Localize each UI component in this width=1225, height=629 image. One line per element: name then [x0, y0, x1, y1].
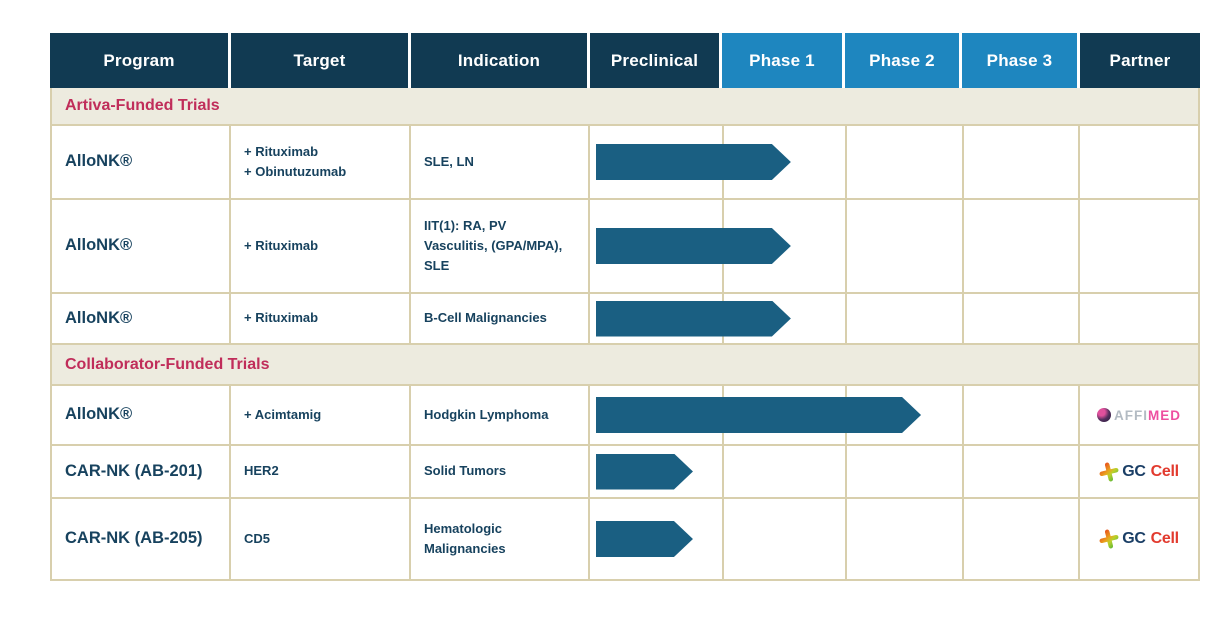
gc-cell-logo: GC Cell [1099, 462, 1179, 482]
program-cell: AlloNK® [52, 200, 231, 292]
table-row: CAR-NK (AB-201) HER2 Solid Tumors GC [52, 446, 1198, 499]
program-cell: CAR-NK (AB-201) [52, 446, 231, 497]
column-header-phase-1: Phase 1 [722, 33, 845, 88]
program-cell: CAR-NK (AB-205) [52, 499, 231, 579]
affimed-logo-text: AFFI [1114, 407, 1148, 423]
column-header-indication: Indication [411, 33, 590, 88]
progress-arrow [596, 144, 791, 180]
gc-logo-text: Cell [1150, 462, 1179, 480]
column-header-phase-2: Phase 2 [845, 33, 962, 88]
section-header-collaborator-funded: Collaborator-Funded Trials [52, 345, 1198, 386]
column-header-preclinical: Preclinical [590, 33, 722, 88]
progress-arrow [596, 301, 791, 337]
phase-timeline [590, 200, 1080, 292]
program-cell: AlloNK® [52, 294, 231, 343]
target-cell: + Acimtamig [231, 386, 411, 444]
partner-cell [1080, 126, 1198, 198]
table-body: Artiva-Funded Trials AlloNK® + Rituximab… [50, 88, 1200, 581]
indication-cell: Hodgkin Lymphoma [411, 386, 590, 444]
phase-timeline [590, 294, 1080, 343]
target-cell: CD5 [231, 499, 411, 579]
partner-cell [1080, 200, 1198, 292]
table-row: CAR-NK (AB-205) CD5 Hematologic Malignan… [52, 499, 1198, 579]
pipeline-table: Program Target Indication Preclinical Ph… [50, 33, 1200, 581]
table-header: Program Target Indication Preclinical Ph… [50, 33, 1200, 88]
table-row: AlloNK® + Acimtamig Hodgkin Lymphoma AFF… [52, 386, 1198, 446]
indication-cell: Hematologic Malignancies [411, 499, 590, 579]
indication-cell: IIT(1): RA, PV Vasculitis, (GPA/MPA), SL… [411, 200, 590, 292]
target-cell: + Rituximab [231, 294, 411, 343]
program-cell: AlloNK® [52, 386, 231, 444]
indication-cell: SLE, LN [411, 126, 590, 198]
column-header-program: Program [50, 33, 231, 88]
progress-arrow [596, 454, 693, 490]
phase-timeline [590, 446, 1080, 497]
target-cell: HER2 [231, 446, 411, 497]
gc-logo-text: GC [1122, 530, 1146, 547]
gc-cell-logo: GC Cell [1099, 529, 1179, 549]
target-cell: + Rituximab [231, 200, 411, 292]
progress-arrow [596, 521, 693, 557]
table-row: AlloNK® + Rituximab B-Cell Malignancies [52, 294, 1198, 345]
progress-arrow [596, 397, 921, 433]
program-cell: AlloNK® [52, 126, 231, 198]
table-row: AlloNK® + Rituximab IIT(1): RA, PV Vascu… [52, 200, 1198, 294]
gc-logo-text: GC [1122, 462, 1146, 480]
indication-cell: Solid Tumors [411, 446, 590, 497]
target-cell: + Rituximab + Obinutuzumab [231, 126, 411, 198]
phase-timeline [590, 126, 1080, 198]
phase-timeline [590, 499, 1080, 579]
gc-cross-icon [1099, 462, 1119, 481]
affimed-logo-text: MED [1148, 407, 1181, 423]
column-header-phase-3: Phase 3 [962, 33, 1080, 88]
affimed-sphere-icon [1097, 408, 1111, 422]
partner-cell: AFFI MED [1080, 386, 1198, 444]
progress-arrow [596, 228, 791, 264]
section-header-artiva-funded: Artiva-Funded Trials [52, 88, 1198, 126]
partner-cell [1080, 294, 1198, 343]
phase-timeline [590, 386, 1080, 444]
column-header-target: Target [231, 33, 411, 88]
gc-logo-text: Cell [1150, 530, 1179, 547]
partner-cell: GC Cell [1080, 499, 1198, 579]
table-row: AlloNK® + Rituximab + Obinutuzumab SLE, … [52, 126, 1198, 200]
column-header-partner: Partner [1080, 33, 1200, 88]
partner-cell: GC Cell [1080, 446, 1198, 497]
indication-cell: B-Cell Malignancies [411, 294, 590, 343]
affimed-logo: AFFI MED [1097, 408, 1181, 423]
gc-cross-icon [1099, 529, 1119, 549]
